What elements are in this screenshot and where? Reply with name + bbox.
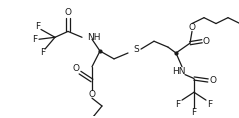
- Text: F: F: [33, 35, 38, 44]
- Text: O: O: [210, 76, 217, 85]
- Text: F: F: [40, 48, 46, 57]
- Text: O: O: [65, 8, 71, 17]
- Text: F: F: [175, 99, 180, 109]
- Text: O: O: [202, 37, 210, 46]
- Text: O: O: [189, 23, 196, 32]
- Text: O: O: [72, 64, 80, 73]
- Text: F: F: [207, 99, 212, 109]
- Text: HN: HN: [172, 67, 186, 76]
- Text: S: S: [133, 45, 139, 54]
- Text: NH: NH: [87, 33, 101, 42]
- Text: O: O: [88, 90, 96, 99]
- Text: F: F: [35, 22, 41, 31]
- Text: F: F: [191, 108, 196, 117]
